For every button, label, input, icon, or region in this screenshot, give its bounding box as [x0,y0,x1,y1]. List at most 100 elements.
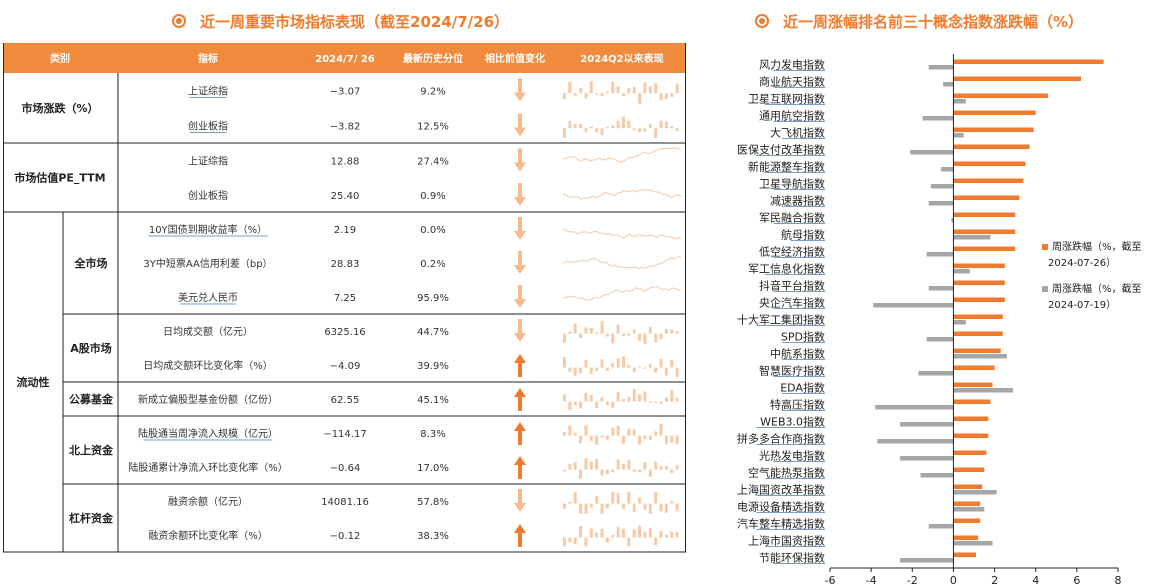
spark-bar [670,389,674,402]
spark-bar [670,126,674,129]
spark-bar [584,360,588,368]
spark-bar [595,495,599,504]
spark-bar [627,120,631,129]
bar-2024-07-19 [928,286,954,291]
spark-bar [600,359,604,368]
bar-2024-07-26 [953,178,1024,183]
spark-bar [568,401,572,411]
spark-bar [643,532,647,538]
category-label: 汽车整车精选指数 [737,517,825,531]
history-percentile: 38.3% [417,531,449,542]
category-label: 卫星互联网指数 [748,92,825,106]
spark-bar [664,503,668,513]
category-label: 节能环保指数 [759,551,825,565]
spark-bar [563,469,566,472]
category-label: 风力发电指数 [759,58,825,72]
spark-bar [670,435,674,443]
spark-bar [611,81,615,94]
bar-2024-07-26 [953,93,1049,98]
history-percentile: 9.2% [420,87,445,98]
spark-bar [595,332,599,334]
spark-bar [584,93,588,99]
arrow-down-icon [514,217,526,240]
target-icon [755,14,769,28]
table-header-cell: 2024/7/ 26 [315,54,375,65]
spark-bar [563,394,566,402]
bar-2024-07-26 [953,382,993,387]
category-label: 军工信息化指数 [748,262,825,276]
legend-swatch [1042,286,1048,292]
spark-bar [632,503,636,512]
spark-bar [584,128,588,133]
bar-2024-07-19 [953,388,1014,393]
spark-bar [600,93,604,96]
spark-bar [584,537,588,547]
spark-bar [638,394,642,402]
spark-bar [595,458,599,470]
bar-2024-07-19 [953,320,966,325]
bar-2024-07-26 [953,110,1036,115]
spark-bar [664,534,668,538]
spark-bar [616,425,620,436]
spark-bar [654,537,658,546]
spark-bar [675,331,679,334]
spark-bar [638,366,642,368]
category-label: 智慧医疗指数 [759,364,825,378]
spark-bar [670,469,674,474]
spark-bar [638,435,642,445]
subgroup-label: 北上资金 [69,443,114,457]
indicator-value: 2.19 [334,225,356,236]
spark-bar [627,396,631,402]
category-label: 拼多多合作商指数 [737,432,825,446]
spark-bar [595,367,599,372]
spark-bar [648,435,652,440]
category-label: 空气能热泵指数 [748,466,825,480]
subgroup-label: A股市场 [70,341,112,355]
spark-bar [664,367,668,376]
category-label: 减速器指数 [770,194,825,208]
bar-2024-07-26 [953,416,989,421]
bar-2024-07-19 [877,439,954,444]
spark-bar [622,463,625,470]
spark-bar [627,88,631,94]
spark-bar [654,83,658,94]
spark-bar [573,93,577,96]
bar-2024-07-19 [953,133,964,138]
spark-bar [664,435,668,445]
indicator-name: 10Y国债到期收益率（%） [149,223,267,236]
x-tick-label: 8 [1115,574,1122,585]
spark-bar [643,128,647,132]
indicator-name: 上证综指 [188,155,228,168]
bar-2024-07-19 [930,184,954,189]
arrow-up-icon [514,388,526,411]
table-header-cell: 类别 [50,52,70,65]
spark-bar [589,394,593,402]
bar-2024-07-26 [953,467,985,472]
bar-2024-07-26 [953,365,995,370]
category-label: 中航系指数 [770,347,825,361]
spark-bar [584,392,588,402]
spark-bar [648,86,652,94]
bar-2024-07-26 [953,246,1016,251]
indicator-value: −3.82 [330,122,361,133]
spark-bar [659,423,663,436]
bar-2024-07-19 [926,252,954,257]
history-percentile: 0.2% [420,259,445,270]
spark-bar [654,492,658,504]
bar-2024-07-19 [899,558,954,563]
spark-bar [664,466,668,470]
bar-2024-07-19 [951,218,954,223]
spark-bar [600,321,604,334]
spark-bar [675,398,679,402]
spark-bar [616,86,620,94]
spark-bar [648,469,652,477]
bar-2024-07-19 [953,507,985,512]
spark-bar [643,333,647,344]
spark-bar [675,465,679,470]
bar-2024-07-26 [953,433,989,438]
spark-bar [670,359,674,368]
spark-bar [573,323,577,334]
spark-bar [573,537,577,545]
spark-bar [589,503,593,508]
spark-bar [632,329,636,334]
